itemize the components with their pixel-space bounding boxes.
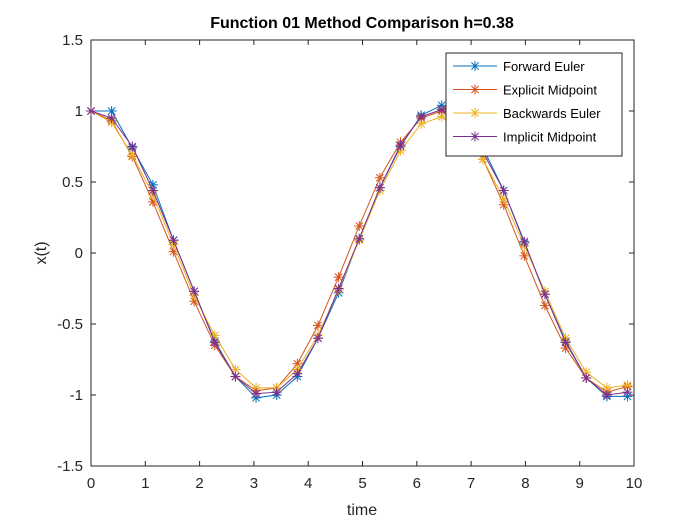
data-point	[470, 131, 480, 142]
data-point	[374, 182, 385, 193]
data-point	[189, 286, 200, 297]
x-axis-label: time	[347, 502, 377, 519]
legend: Forward Euler Explicit Midpoint Backwards …	[445, 52, 623, 157]
x-tick-label: 0	[87, 475, 95, 492]
data-point	[147, 185, 158, 196]
y-tick-label: -1.5	[57, 458, 83, 475]
x-tick-label: 4	[304, 475, 312, 492]
x-tick-label: 5	[358, 475, 366, 492]
x-tick-label: 7	[467, 475, 475, 492]
data-point	[560, 337, 571, 348]
y-tick-label: 0.5	[62, 174, 83, 191]
legend-item: Forward Euler	[453, 59, 585, 74]
data-point	[251, 388, 262, 399]
x-tick-label: 6	[413, 475, 421, 492]
legend-label: Explicit Midpoint	[503, 83, 597, 98]
legend-label: Forward Euler	[503, 59, 585, 74]
axes-box	[90, 39, 635, 467]
legend-item: Explicit Midpoint	[453, 83, 597, 98]
data-point	[312, 320, 323, 331]
data-point	[416, 111, 427, 122]
data-point	[292, 368, 303, 379]
y-tick-label: -1	[70, 387, 83, 404]
data-point	[168, 235, 179, 246]
data-point	[519, 236, 530, 247]
legend-label: Implicit Midpoint	[503, 130, 597, 145]
x-tick-label: 8	[521, 475, 529, 492]
data-point	[470, 108, 480, 118]
data-point	[470, 84, 480, 95]
data-point	[539, 289, 550, 300]
data-point	[312, 333, 323, 344]
data-point	[271, 387, 282, 398]
y-tick-label: 0	[75, 245, 83, 262]
data-point	[539, 300, 550, 311]
data-point	[581, 372, 592, 383]
y-tick-label: -0.5	[57, 316, 83, 333]
data-point	[436, 104, 447, 115]
data-point	[601, 382, 612, 393]
data-point	[251, 382, 262, 393]
data-point	[230, 371, 241, 382]
data-point	[127, 141, 138, 152]
data-point	[470, 61, 480, 71]
legend-label: Backwards Euler	[503, 106, 601, 121]
series-implicit-midpoint	[86, 104, 633, 400]
data-point	[333, 272, 344, 283]
x-tick-label: 9	[576, 475, 584, 492]
data-point	[374, 172, 385, 183]
data-point	[498, 185, 509, 196]
data-point	[519, 250, 530, 261]
axes: 0 1 2 3 4 5 6 7 8 9 10 -1.5 -1 -0.5 0 0.5 1 1.5	[57, 32, 642, 492]
y-tick-label: 1	[75, 103, 83, 120]
data-point	[106, 113, 117, 124]
chart-title: Function 01 Method Comparison h=0.38	[210, 15, 514, 32]
data-point	[209, 337, 220, 348]
data-point	[395, 140, 406, 151]
x-tick-label: 3	[250, 475, 258, 492]
data-point	[622, 387, 633, 398]
y-axis-label: x(t)	[33, 241, 50, 264]
legend-item: Backwards Euler	[453, 106, 601, 121]
data-point	[354, 233, 365, 244]
x-tick-label: 10	[626, 475, 643, 492]
data-point	[601, 390, 612, 400]
x-tick-label: 1	[141, 475, 149, 492]
data-point	[354, 221, 365, 232]
y-tick-label: 1.5	[62, 32, 83, 49]
legend-item: Implicit Midpoint	[453, 130, 597, 145]
data-point	[436, 111, 447, 122]
data-point	[86, 106, 96, 116]
data-point	[333, 283, 344, 294]
x-tick-label: 2	[195, 475, 203, 492]
